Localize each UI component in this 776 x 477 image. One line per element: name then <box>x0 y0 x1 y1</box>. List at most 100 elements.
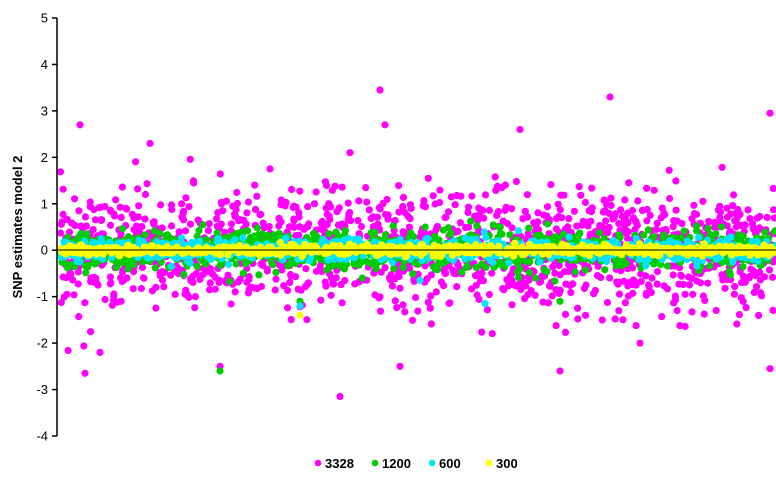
data-point <box>130 261 138 269</box>
data-point <box>248 283 256 291</box>
data-point <box>232 260 240 268</box>
data-point <box>304 203 312 211</box>
data-point <box>152 283 160 291</box>
data-point <box>389 258 397 266</box>
data-point <box>498 230 506 238</box>
data-point <box>57 298 65 307</box>
data-point <box>132 158 140 166</box>
y-tick-label: -1 <box>36 289 48 304</box>
data-point <box>346 240 354 248</box>
data-point <box>735 242 744 250</box>
data-point <box>173 243 181 251</box>
data-point <box>653 219 661 227</box>
data-point <box>547 181 555 189</box>
data-point <box>717 223 726 231</box>
data-point <box>656 245 664 253</box>
data-point <box>135 202 143 210</box>
data-point <box>444 224 453 232</box>
data-point <box>372 264 380 272</box>
data-point <box>233 188 241 197</box>
data-point <box>599 208 607 216</box>
data-point <box>118 225 126 233</box>
data-point <box>524 230 532 238</box>
data-point <box>739 232 747 240</box>
data-point <box>367 245 375 253</box>
data-point <box>750 288 758 296</box>
data-point <box>333 208 341 216</box>
data-point <box>519 215 527 223</box>
data-point <box>216 170 224 178</box>
data-point <box>269 261 277 269</box>
data-point <box>139 274 148 282</box>
data-point <box>191 304 199 312</box>
data-point <box>625 179 633 187</box>
data-point <box>390 264 398 273</box>
data-point <box>521 207 529 215</box>
data-point <box>310 200 319 208</box>
data-point <box>501 206 509 214</box>
data-point <box>322 282 330 290</box>
data-point <box>302 265 310 273</box>
legend-marker <box>371 459 379 467</box>
data-point <box>83 230 91 238</box>
data-point <box>737 294 745 302</box>
data-point <box>424 298 432 306</box>
data-point <box>652 225 660 233</box>
data-point <box>130 226 138 234</box>
data-point <box>167 222 176 230</box>
data-point <box>615 290 624 298</box>
data-point <box>300 225 308 233</box>
data-point <box>227 220 236 228</box>
data-point <box>676 322 684 330</box>
data-point <box>441 213 449 222</box>
data-point <box>336 392 344 401</box>
data-point <box>508 276 516 285</box>
data-point <box>596 223 604 231</box>
data-point <box>354 216 362 225</box>
data-point <box>381 121 389 129</box>
data-point <box>107 207 115 215</box>
data-point <box>481 191 490 199</box>
data-point <box>638 206 647 214</box>
data-point <box>621 299 629 307</box>
data-point <box>226 278 234 286</box>
data-point <box>346 208 354 217</box>
legend: 3328 1200 600 300 <box>314 456 518 471</box>
data-point <box>726 271 735 279</box>
data-point <box>76 121 84 129</box>
data-point <box>284 304 292 312</box>
data-point <box>394 248 403 256</box>
data-point <box>357 222 366 231</box>
data-point <box>485 290 493 299</box>
data-point <box>444 208 453 216</box>
data-point <box>632 322 640 330</box>
data-point <box>755 268 764 276</box>
data-point <box>766 109 774 117</box>
data-point <box>671 292 680 300</box>
data-point <box>461 234 469 242</box>
data-point <box>433 223 441 231</box>
y-tick-label: -2 <box>36 336 48 351</box>
data-point <box>123 205 131 213</box>
data-point <box>177 234 185 242</box>
data-point <box>376 86 384 94</box>
legend-marker <box>314 459 322 467</box>
data-point <box>141 215 149 223</box>
data-point <box>141 190 150 199</box>
data-point <box>729 258 737 266</box>
data-point <box>61 245 69 253</box>
data-point <box>672 206 680 214</box>
data-point <box>643 217 651 225</box>
data-point <box>581 198 590 206</box>
data-point <box>772 227 776 235</box>
data-point <box>344 199 352 207</box>
data-point <box>612 262 620 270</box>
data-point <box>487 242 495 250</box>
data-point <box>721 284 729 292</box>
data-point <box>412 293 420 302</box>
data-point <box>565 215 573 223</box>
data-point <box>424 174 432 182</box>
data-point <box>263 265 271 273</box>
data-point <box>516 125 524 134</box>
y-tick-label: 1 <box>41 196 48 211</box>
